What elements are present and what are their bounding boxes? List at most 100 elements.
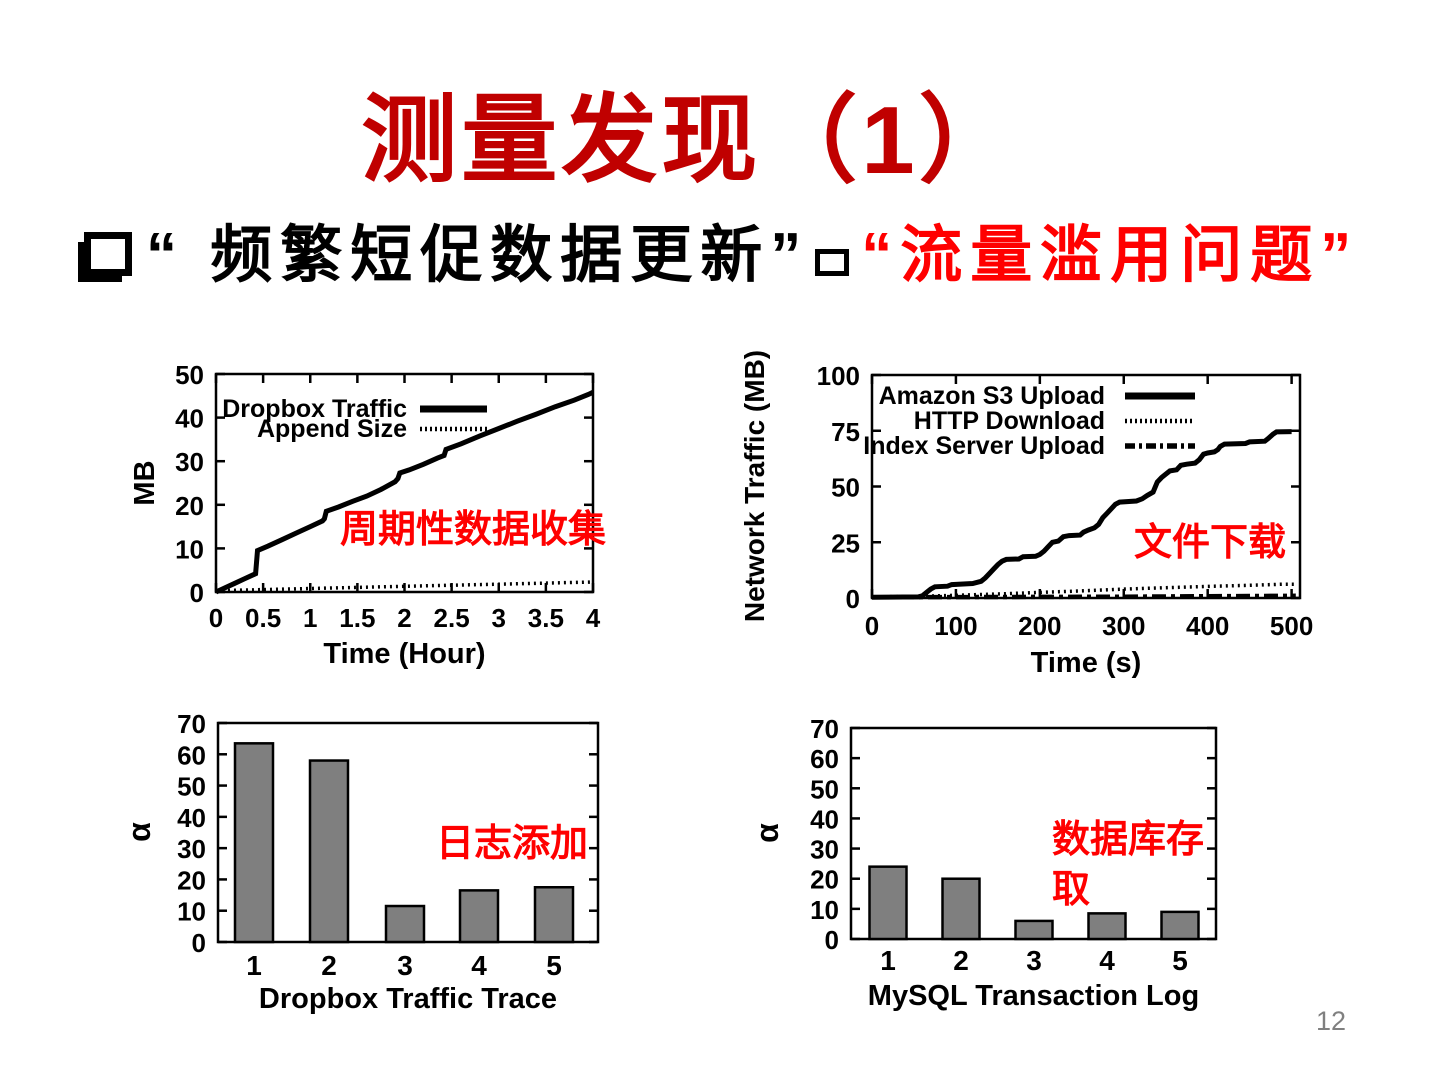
arrow-placeholder-box-icon — [815, 249, 850, 277]
x-axis-label: Dropbox Traffic Trace — [259, 983, 557, 1015]
x-tick-label: 2.5 — [434, 603, 470, 633]
y-tick-label: 0 — [846, 584, 860, 614]
y-tick-label: 50 — [175, 360, 204, 390]
y-tick-label: 25 — [831, 528, 860, 558]
x-tick-label: 1.5 — [339, 603, 375, 633]
bar — [868, 865, 908, 941]
y-axis-label: α — [130, 822, 157, 842]
x-tick-label: 100 — [934, 611, 977, 641]
x-tick-label: 3 — [492, 603, 506, 633]
y-tick-label: 40 — [175, 404, 204, 434]
bar — [1014, 919, 1054, 941]
annotation-text: 文件下载 — [1134, 522, 1286, 564]
y-tick-label: 50 — [831, 473, 860, 503]
bar — [1160, 910, 1200, 941]
x-category-label: 3 — [1026, 945, 1042, 976]
x-tick-label: 400 — [1186, 611, 1229, 641]
y-tick-label: 10 — [175, 534, 204, 564]
x-category-label: 5 — [546, 950, 562, 981]
y-tick-label: 10 — [177, 897, 206, 927]
y-tick-label: 30 — [175, 447, 204, 477]
y-tick-label: 40 — [177, 803, 206, 833]
y-axis-label: MB — [130, 460, 161, 505]
annotation-text: 周期性数据收集 — [340, 509, 606, 551]
annotation-line: 数据库存 — [1052, 819, 1204, 861]
bar — [384, 904, 426, 944]
x-axis-label: Time (Hour) — [323, 638, 485, 670]
annotation-line: 文件下载 — [1134, 522, 1286, 564]
page-title: 测量发现（1） — [361, 87, 1019, 194]
x-category-label: 2 — [321, 950, 337, 981]
y-tick-label: 100 — [817, 361, 860, 391]
x-category-label: 4 — [471, 950, 487, 981]
legend-label: Dropbox Traffic — [222, 395, 407, 423]
y-tick-label: 40 — [810, 804, 839, 834]
bullet-text-black: “ 频繁短促数据更新” — [146, 221, 810, 290]
bullet-text-red: “流量滥用问题” — [861, 221, 1360, 290]
bar — [233, 742, 275, 944]
y-tick-label: 20 — [177, 865, 206, 895]
x-axis-label: Time (s) — [1031, 647, 1142, 679]
x-tick-label: 0 — [209, 603, 223, 633]
chart-network-traffic-line: 0 25 50 75 100 0 100 200 300 400 500 Time (s) Networ… — [700, 350, 1360, 700]
y-tick-label: 75 — [831, 417, 860, 447]
y-tick-label: 0 — [190, 578, 204, 608]
y-tick-label: 60 — [177, 740, 206, 770]
bar — [458, 889, 500, 944]
x-category-label: 1 — [246, 950, 262, 981]
x-tick-label: 200 — [1018, 611, 1061, 641]
bar — [308, 759, 350, 944]
y-tick-label: 0 — [825, 925, 839, 955]
square-bullet-icon — [84, 232, 132, 276]
bar — [1087, 912, 1127, 941]
annotation-line: 周期性数据收集 — [340, 509, 606, 551]
y-tick-label: 70 — [177, 709, 206, 739]
x-axis-label: MySQL Transaction Log — [868, 980, 1199, 1012]
x-tick-label: 300 — [1102, 611, 1145, 641]
y-tick-label: 30 — [177, 834, 206, 864]
x-category-label: 1 — [880, 945, 896, 976]
legend-label: Amazon S3 Upload — [879, 382, 1105, 410]
y-tick-label: 50 — [177, 772, 206, 802]
series-amazon-s3-upload — [871, 429, 1292, 600]
bullet-row: “ 频繁短促数据更新” “流量滥用问题” — [84, 221, 1360, 290]
y-tick-label: 70 — [810, 714, 839, 744]
y-tick-label: 60 — [810, 744, 839, 774]
legend-label: Index Server Upload — [863, 432, 1105, 460]
y-tick-label: 50 — [810, 774, 839, 804]
legend-label: HTTP Download — [914, 407, 1105, 435]
y-axis-label: Network Traffic (MB) — [739, 350, 770, 622]
bar — [941, 877, 981, 941]
annotation-line: 取 — [1052, 869, 1090, 911]
x-tick-label: 3.5 — [528, 603, 564, 633]
x-tick-label: 4 — [586, 603, 601, 633]
x-category-label: 3 — [397, 950, 413, 981]
page-number: 12 — [1316, 1006, 1347, 1036]
legend-label: Append Size — [257, 415, 407, 443]
x-category-label: 5 — [1172, 945, 1188, 976]
annotation-text: 日志添加 — [436, 823, 588, 865]
chart-dropbox-traffic-line: 0 10 20 30 40 50 0 0.5 1 1.5 2 2.5 3 3.5 4 Time (Hour) M… — [129, 350, 695, 690]
x-tick-label: 0 — [865, 611, 879, 641]
x-category-label: 2 — [953, 945, 969, 976]
y-tick-label: 10 — [810, 895, 839, 925]
bar — [533, 886, 575, 944]
x-category-label: 4 — [1099, 945, 1115, 976]
dropbox-traffic-line-svg: 0 10 20 30 40 50 0 0.5 1 1.5 2 2.5 3 3.5 4 Time (Hour) M… — [129, 360, 606, 670]
x-tick-label: 500 — [1270, 611, 1313, 641]
y-tick-label: 20 — [175, 491, 204, 521]
network-traffic-line-svg: 0 25 50 75 100 0 100 200 300 400 500 Time (s) Networ… — [739, 350, 1313, 679]
x-tick-label: 1 — [303, 603, 317, 633]
annotation-text: 数据库存取 — [1052, 819, 1204, 911]
x-tick-label: 2 — [397, 603, 411, 633]
y-tick-label: 0 — [192, 928, 206, 958]
series-index-server-upload — [871, 593, 1296, 600]
y-tick-label: 20 — [810, 865, 839, 895]
x-tick-label: 0.5 — [245, 603, 281, 633]
annotation-line: 日志添加 — [436, 823, 588, 865]
